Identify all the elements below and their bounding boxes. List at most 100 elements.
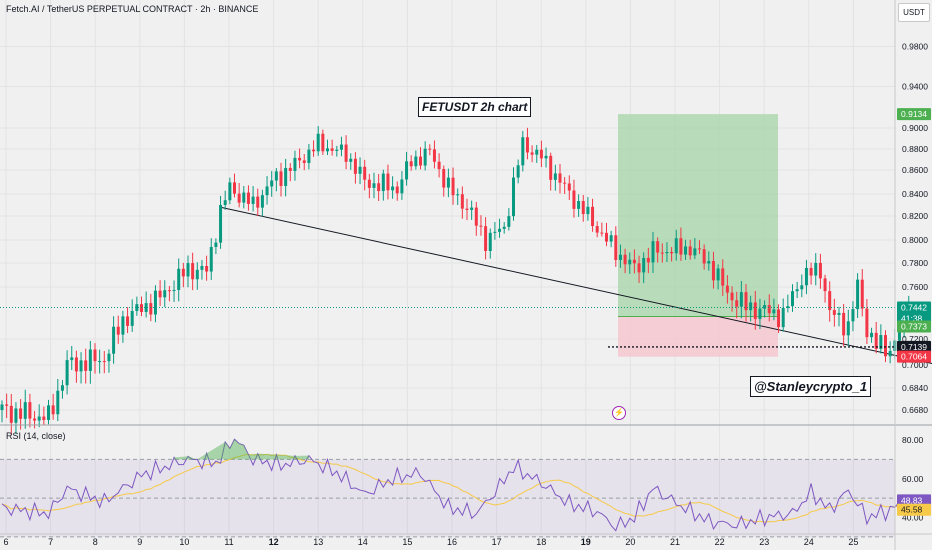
author-annotation[interactable]: @Stanleycrypto_1 bbox=[750, 376, 872, 397]
candle-body bbox=[591, 206, 595, 227]
candle-body bbox=[707, 261, 711, 264]
candle-body bbox=[158, 290, 162, 298]
lightning-icon[interactable]: ⚡ bbox=[612, 406, 626, 420]
stop-price-badge: 0.7064 bbox=[901, 352, 927, 362]
candle-body bbox=[581, 201, 585, 215]
chart-label-annotation[interactable]: FETUSDT 2h chart bbox=[418, 97, 532, 117]
rsi-tick-label: 40.00 bbox=[902, 513, 924, 523]
candle-body bbox=[484, 226, 488, 251]
candle-body bbox=[623, 254, 627, 265]
candle-body bbox=[549, 155, 553, 180]
candle-body bbox=[730, 292, 734, 301]
countdown-badge: 41:38 bbox=[901, 314, 923, 324]
candle-body bbox=[684, 246, 688, 255]
candle-body bbox=[167, 290, 171, 292]
time-tick-label: 8 bbox=[93, 537, 98, 547]
candle-body bbox=[884, 335, 887, 357]
candle-body bbox=[637, 263, 641, 273]
price-tick-label: 0.8600 bbox=[902, 165, 928, 175]
candle-body bbox=[753, 302, 757, 320]
candle-body bbox=[660, 252, 664, 254]
candle-body bbox=[674, 238, 678, 254]
candle-body bbox=[851, 309, 855, 322]
candle-body bbox=[539, 149, 543, 159]
candle-body bbox=[609, 235, 613, 242]
candle-body bbox=[181, 268, 185, 277]
time-tick-label: 7 bbox=[48, 537, 53, 547]
candle-body bbox=[818, 262, 822, 279]
candle-body bbox=[237, 193, 241, 203]
time-tick-label: 14 bbox=[358, 537, 368, 547]
candle-body bbox=[5, 404, 9, 406]
candle-body bbox=[451, 177, 455, 196]
candle-body bbox=[260, 195, 264, 208]
candle-body bbox=[88, 349, 92, 371]
candle-body bbox=[721, 268, 725, 286]
candle-body bbox=[865, 308, 869, 338]
candle-body bbox=[512, 177, 515, 217]
candle-body bbox=[391, 186, 395, 191]
candle-body bbox=[107, 353, 111, 362]
candle-body bbox=[781, 307, 785, 328]
candle-body bbox=[279, 171, 283, 186]
rsi-value-badge-bg bbox=[897, 494, 931, 507]
candle-body bbox=[214, 242, 218, 247]
candle-body bbox=[149, 303, 153, 315]
candle-body bbox=[874, 332, 878, 349]
candle-body bbox=[432, 149, 436, 162]
candle-body bbox=[567, 183, 571, 191]
candle-body bbox=[307, 149, 311, 163]
candle-body bbox=[47, 405, 50, 420]
candle-body bbox=[302, 160, 306, 163]
candle-body bbox=[367, 179, 371, 188]
candle-body bbox=[460, 194, 464, 209]
rsi-overbought-fill bbox=[174, 439, 309, 460]
candle-body bbox=[228, 182, 232, 201]
candle-body bbox=[84, 360, 88, 371]
price-tick-label: 0.8200 bbox=[902, 211, 928, 221]
candle-body bbox=[312, 149, 316, 152]
candle-body bbox=[423, 148, 427, 166]
time-tick-label: 12 bbox=[269, 537, 279, 547]
candle-body bbox=[79, 360, 83, 372]
candle-body bbox=[679, 238, 683, 255]
price-tick-label: 0.7600 bbox=[902, 282, 928, 292]
candle-body bbox=[470, 207, 474, 210]
candle-body bbox=[265, 186, 269, 196]
candle-body bbox=[335, 149, 339, 151]
candle-body bbox=[28, 402, 32, 419]
candle-body bbox=[130, 311, 134, 326]
candle-body bbox=[102, 361, 106, 363]
candle-body bbox=[349, 158, 353, 162]
candle-body bbox=[665, 251, 669, 254]
candle-body bbox=[828, 291, 832, 311]
price-tick-label: 0.9800 bbox=[902, 42, 928, 52]
rsi-title: RSI (14, close) bbox=[6, 431, 66, 441]
rsi-ma-badge: 45.58 bbox=[901, 505, 923, 515]
candle-body bbox=[65, 360, 69, 386]
price-tick-label: 0.7200 bbox=[902, 334, 928, 344]
price-tick-label: 0.7800 bbox=[902, 258, 928, 268]
chart-title: Fetch.AI / TetherUS PERPETUAL CONTRACT ·… bbox=[6, 4, 259, 14]
candle-body bbox=[642, 257, 646, 273]
candle-body bbox=[795, 289, 799, 292]
candle-body bbox=[860, 279, 864, 309]
rsi-tick-label: 80.00 bbox=[902, 435, 924, 445]
candle-body bbox=[716, 268, 720, 281]
candle-body bbox=[837, 312, 841, 315]
stop-price-badge-bg bbox=[897, 350, 931, 363]
candle-body bbox=[442, 169, 446, 188]
candle-body bbox=[563, 182, 567, 184]
candle-body bbox=[800, 285, 804, 290]
price-tick-label: 0.9400 bbox=[902, 82, 928, 92]
candle-body bbox=[293, 157, 297, 171]
candle-body bbox=[74, 357, 78, 372]
candle-body bbox=[186, 263, 190, 277]
candle-body bbox=[121, 316, 125, 335]
candle-body bbox=[209, 246, 213, 272]
currency-selector[interactable]: USDT bbox=[898, 3, 930, 22]
time-tick-label: 9 bbox=[137, 537, 142, 547]
candle-body bbox=[233, 182, 236, 194]
rsi-ma-line bbox=[1, 453, 909, 523]
